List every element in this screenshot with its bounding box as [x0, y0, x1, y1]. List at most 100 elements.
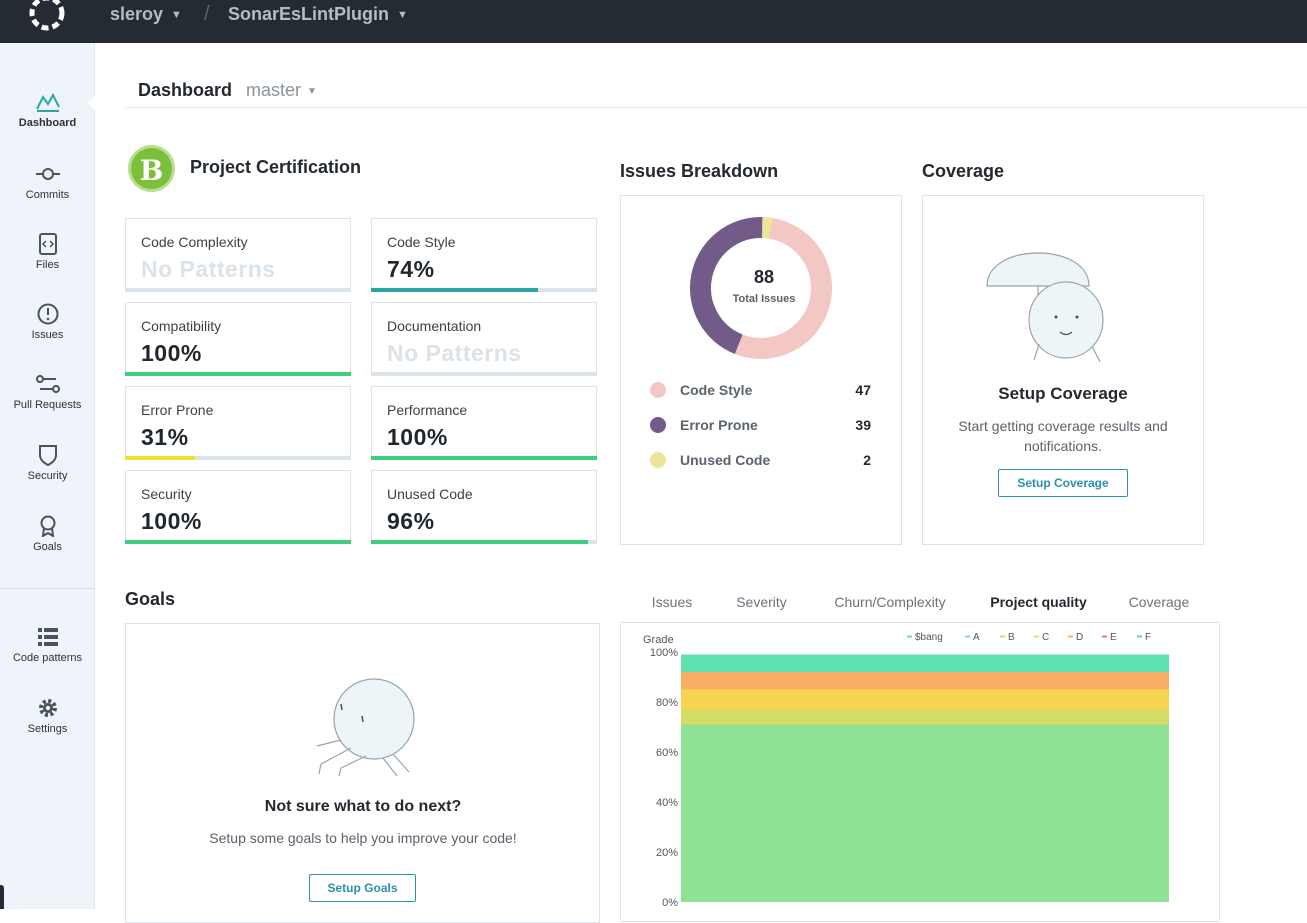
corner-tab[interactable] — [0, 885, 4, 909]
metric-value: 74% — [387, 256, 435, 282]
metric-progress-fill — [371, 540, 588, 544]
metric-card-code-complexity[interactable]: Code Complexity No Patterns — [125, 218, 351, 292]
legend-label[interactable]: $bang — [915, 632, 943, 643]
sidebar-item-files[interactable]: Files — [0, 233, 95, 295]
sidebar-item-label: Goals — [33, 541, 62, 553]
pull-request-icon — [35, 375, 60, 393]
metric-value: No Patterns — [141, 256, 276, 282]
project-quality-chart: Grade 100% 80% 60% 40% 20% 0% $bang A B C D E F — [643, 632, 1169, 909]
codacy-logo-icon[interactable] — [28, 0, 66, 35]
issues-breakdown-panel — [620, 195, 902, 545]
metric-card-documentation[interactable]: Documentation No Patterns — [371, 302, 597, 376]
active-pointer — [88, 96, 95, 110]
issue-category-row[interactable]: Error Prone 39 — [650, 415, 875, 435]
y-tick-label: 60% — [656, 747, 678, 759]
tab-project-quality[interactable]: Project quality — [982, 586, 1095, 626]
branch-name: master — [246, 80, 302, 100]
grade-badge: B — [128, 145, 175, 192]
sidebar-item-code-patterns[interactable]: Code patterns — [0, 626, 95, 688]
sidebar-item-security[interactable]: Security — [0, 444, 95, 506]
shield-icon — [38, 445, 57, 466]
tab-severity[interactable]: Severity — [724, 586, 799, 626]
metric-progress-track — [125, 372, 351, 376]
category-name: Error Prone — [680, 417, 758, 433]
metric-progress-fill — [125, 456, 196, 460]
top-bar: sleroy ▼ / SonarEsLintPlugin ▼ — [0, 0, 1307, 43]
coverage-description: Start getting coverage results and notif… — [958, 418, 1168, 454]
metric-card-unused-code[interactable]: Unused Code 96% — [371, 470, 597, 544]
legend-label[interactable]: A — [973, 632, 980, 643]
y-tick-label: 100% — [650, 647, 678, 659]
category-name: Code Style — [680, 382, 753, 398]
metric-name: Error Prone — [141, 402, 214, 418]
chevron-down-icon: ▼ — [171, 9, 182, 21]
metric-progress-track — [125, 288, 351, 292]
coverage-title: Coverage — [922, 161, 1005, 181]
donut-segment-code-style[interactable] — [734, 217, 832, 359]
sidebar-item-label: Security — [27, 470, 68, 482]
legend-label[interactable]: B — [1008, 632, 1015, 643]
legend-label[interactable]: E — [1110, 632, 1117, 643]
metric-name: Code Style — [387, 234, 456, 250]
metric-card-security[interactable]: Security 100% — [125, 470, 351, 544]
project-name: SonarEsLintPlugin — [228, 4, 390, 24]
metric-progress-fill — [371, 456, 597, 460]
issue-category-row[interactable]: Unused Code 2 — [650, 450, 875, 470]
legend-label[interactable]: D — [1076, 632, 1083, 643]
sitting-character-illustration-icon — [316, 678, 415, 777]
goals-card-title: Not sure what to do next? — [264, 798, 462, 815]
metric-progress-track — [125, 540, 351, 544]
org-name: sleroy — [110, 4, 164, 24]
area-series-bang[interactable] — [681, 654, 1169, 673]
legend-label[interactable]: C — [1042, 632, 1049, 643]
legend-swatch — [1000, 635, 1005, 638]
sidebar-item-dashboard[interactable]: Dashboard — [0, 91, 95, 153]
metric-progress-track — [371, 288, 597, 292]
tab-churn-complexity[interactable]: Churn/Complexity — [820, 586, 960, 626]
metric-name: Compatibility — [141, 318, 222, 334]
sidebar-item-commits[interactable]: Commits — [0, 163, 95, 225]
file-code-icon — [38, 233, 57, 255]
donut-segment-error-prone[interactable] — [690, 217, 763, 355]
metric-card-performance[interactable]: Performance 100% — [371, 386, 597, 460]
goals-panel — [125, 623, 600, 923]
category-dot — [650, 382, 666, 398]
project-selector[interactable]: SonarEsLintPlugin ▼ — [228, 4, 408, 25]
metric-value: 100% — [387, 424, 448, 450]
org-selector[interactable]: sleroy ▼ — [110, 4, 182, 25]
issue-category-row[interactable]: Code Style 47 — [650, 380, 875, 400]
sidebar-item-pull-requests[interactable]: Pull Requests — [0, 373, 95, 435]
metric-name: Unused Code — [387, 486, 473, 502]
coverage-card-title: Setup Coverage — [998, 384, 1128, 403]
sidebar-item-goals[interactable]: Goals — [0, 515, 95, 577]
legend-label[interactable]: F — [1145, 632, 1151, 643]
metric-progress-track — [371, 540, 597, 544]
area-series-C[interactable] — [681, 689, 1169, 710]
area-series-B[interactable] — [681, 709, 1169, 725]
setup-goals-button[interactable]: Setup Goals — [309, 874, 416, 902]
metric-card-compatibility[interactable]: Compatibility 100% — [125, 302, 351, 376]
metric-name: Documentation — [387, 318, 482, 334]
donut-segment-unused-code[interactable] — [761, 217, 773, 239]
sidebar-item-settings[interactable]: Settings — [0, 697, 95, 759]
area-series-A[interactable] — [681, 724, 1169, 903]
setup-coverage-button[interactable]: Setup Coverage — [998, 469, 1128, 497]
metric-progress-track — [371, 372, 597, 376]
sidebar-item-label: Commits — [25, 189, 70, 201]
gear-icon — [38, 699, 57, 717]
metric-card-code-style[interactable]: Code Style 74% — [371, 218, 597, 292]
tab-coverage[interactable]: Coverage — [1117, 586, 1201, 626]
total-issues-count: 88 — [753, 267, 775, 287]
metric-card-error-prone[interactable]: Error Prone 31% — [125, 386, 351, 460]
metric-value: 100% — [141, 340, 202, 366]
sidebar-item-label: Dashboard — [18, 117, 77, 129]
area-series-D[interactable] — [681, 672, 1169, 690]
chevron-down-icon: ▼ — [397, 9, 408, 21]
sidebar-item-issues[interactable]: Issues — [0, 303, 95, 365]
category-dot — [650, 452, 666, 468]
branch-selector[interactable]: master ▼ — [246, 80, 317, 101]
metric-name: Performance — [387, 402, 468, 418]
category-count: 39 — [855, 417, 871, 433]
tab-issues[interactable]: Issues — [641, 586, 703, 626]
goals-title: Goals — [125, 589, 176, 609]
